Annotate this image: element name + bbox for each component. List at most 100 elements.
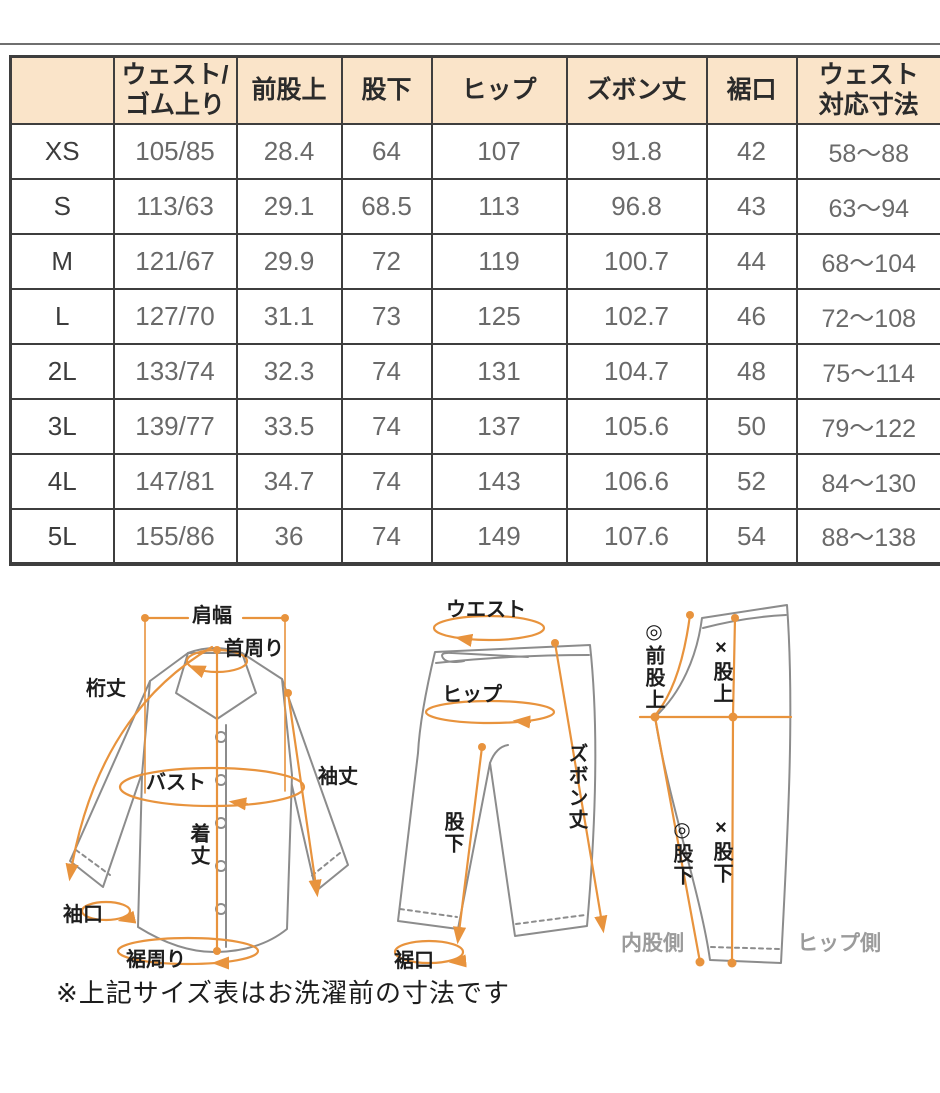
- size-value-cell: 28.4: [235, 123, 343, 180]
- size-value-cell: 63～94: [795, 178, 940, 235]
- size-value-cell: 72～108: [795, 288, 940, 345]
- table-row: 4L 147/81 34.7 74 143 106.6 52 84～130: [9, 453, 940, 510]
- size-value-cell: 74: [340, 343, 433, 400]
- size-value-cell: 29.1: [235, 178, 343, 235]
- front-rise-label: ◎前股上: [642, 619, 664, 711]
- size-label: 2L: [9, 343, 115, 400]
- size-value-cell: 74: [340, 453, 433, 510]
- size-value-cell: 50: [705, 398, 798, 455]
- size-value-cell: 88～138: [795, 508, 940, 565]
- size-value-cell: 137: [430, 398, 568, 455]
- inseam-straight-label: ×股下: [710, 817, 732, 885]
- pants-length-label: ズボン丈: [565, 743, 587, 831]
- bust-label: バスト: [146, 772, 206, 794]
- size-label: 4L: [9, 453, 115, 510]
- size-value-cell: 149: [430, 508, 568, 565]
- size-value-cell: 155/86: [112, 508, 238, 565]
- size-value-cell: 46: [705, 288, 798, 345]
- hip-label: ヒップ: [442, 684, 502, 706]
- neck-label: 首周り: [224, 638, 284, 660]
- header-pants-length: ズボン丈: [565, 55, 708, 125]
- size-value-cell: 75～114: [795, 343, 940, 400]
- size-value-cell: 58～88: [795, 123, 940, 180]
- size-value-cell: 139/77: [112, 398, 238, 455]
- pants-front-measurement-diagram: ウエスト ヒップ ズボン丈 股下 裾口: [380, 595, 645, 980]
- table-row: M 121/67 29.9 72 119 100.7 44 68～104: [9, 233, 940, 290]
- header-waist-range: ウェスト対応寸法: [795, 55, 940, 125]
- table-row: S 113/63 29.1 68.5 113 96.8 43 63～94: [9, 178, 940, 235]
- size-value-cell: 54: [705, 508, 798, 565]
- size-value-cell: 64: [340, 123, 433, 180]
- waist-label: ウエスト: [446, 599, 526, 621]
- size-label: S: [9, 178, 115, 235]
- size-value-cell: 68～104: [795, 233, 940, 290]
- size-value-cell: 105/85: [112, 123, 238, 180]
- size-value-cell: 125: [430, 288, 568, 345]
- size-value-cell: 105.6: [565, 398, 708, 455]
- hem-opening-label: 裾口: [394, 950, 434, 972]
- shirt-measurement-diagram: 肩幅 首周り 桁丈 バスト 袖丈 着丈 袖口 裾周り: [30, 595, 358, 980]
- size-value-cell: 106.6: [565, 453, 708, 510]
- size-value-cell: 143: [430, 453, 568, 510]
- size-value-cell: 104.7: [565, 343, 708, 400]
- size-value-cell: 32.3: [235, 343, 343, 400]
- size-value-cell: 107.6: [565, 508, 708, 565]
- table-header-row: ウェスト/ゴム上り 前股上 股下 ヒップ ズボン丈 裾口 ウェスト対応寸法: [9, 55, 940, 125]
- size-label: 3L: [9, 398, 115, 455]
- size-value-cell: 102.7: [565, 288, 708, 345]
- header-blank: [9, 55, 115, 125]
- size-value-cell: 44: [705, 233, 798, 290]
- yuki-length-label: 桁丈: [86, 678, 126, 700]
- size-value-cell: 100.7: [565, 233, 708, 290]
- header-inseam: 股下: [340, 55, 433, 125]
- size-label: 5L: [9, 508, 115, 565]
- hem-around-label: 裾周り: [126, 949, 186, 971]
- sleeve-length-label: 袖丈: [318, 766, 358, 788]
- header-hem-opening: 裾口: [705, 55, 798, 125]
- inseam-label: 股下: [441, 811, 463, 855]
- hip-side-label: ヒップ側: [797, 932, 881, 955]
- size-value-cell: 133/74: [112, 343, 238, 400]
- size-value-cell: 73: [340, 288, 433, 345]
- table-row: XS 105/85 28.4 64 107 91.8 42 58～88: [9, 123, 940, 180]
- table-row: 3L 139/77 33.5 74 137 105.6 50 79～122: [9, 398, 940, 455]
- size-table-body: XS 105/85 28.4 64 107 91.8 42 58～88 S 113/63 29.1 6…: [9, 123, 940, 565]
- shirt-illustration: [65, 614, 349, 970]
- inseam-front-edge-label: ◎股下: [670, 817, 692, 887]
- pants-side-illustration: [638, 604, 793, 968]
- table-row: 5L 155/86 36 74 149 107.6 54 88～138: [9, 508, 940, 565]
- size-label: M: [9, 233, 115, 290]
- size-value-cell: 147/81: [112, 453, 238, 510]
- size-value-cell: 121/67: [112, 233, 238, 290]
- table-row: L 127/70 31.1 73 125 102.7 46 72～108: [9, 288, 940, 345]
- pants-front-illustration: [393, 614, 608, 968]
- size-value-cell: 42: [705, 123, 798, 180]
- shoulder-width-label: 肩幅: [192, 605, 232, 627]
- body-length-label: 着丈: [187, 823, 209, 867]
- size-value-cell: 107: [430, 123, 568, 180]
- size-value-cell: 31.1: [235, 288, 343, 345]
- inner-thigh-side-label: 内股側: [621, 932, 684, 955]
- size-value-cell: 43: [705, 178, 798, 235]
- size-value-cell: 127/70: [112, 288, 238, 345]
- size-value-cell: 74: [340, 508, 433, 565]
- cuff-label: 袖口: [63, 904, 103, 926]
- header-waist-elastic: ウェスト/ゴム上り: [112, 55, 238, 125]
- size-label: L: [9, 288, 115, 345]
- size-value-cell: 91.8: [565, 123, 708, 180]
- size-value-cell: 68.5: [340, 178, 433, 235]
- size-value-cell: 79～122: [795, 398, 940, 455]
- size-value-cell: 74: [340, 398, 433, 455]
- pants-side-measurement-diagram: ◎前股上 ×股上 ◎股下 ×股下 内股側 ヒップ側: [615, 595, 940, 980]
- size-value-cell: 33.5: [235, 398, 343, 455]
- pre-wash-note: ※上記サイズ表はお洗濯前の寸法です: [56, 978, 511, 1008]
- size-value-cell: 52: [705, 453, 798, 510]
- header-hip: ヒップ: [430, 55, 568, 125]
- size-value-cell: 36: [235, 508, 343, 565]
- size-value-cell: 29.9: [235, 233, 343, 290]
- size-value-cell: 72: [340, 233, 433, 290]
- size-value-cell: 96.8: [565, 178, 708, 235]
- header-front-rise: 前股上: [235, 55, 343, 125]
- size-value-cell: 119: [430, 233, 568, 290]
